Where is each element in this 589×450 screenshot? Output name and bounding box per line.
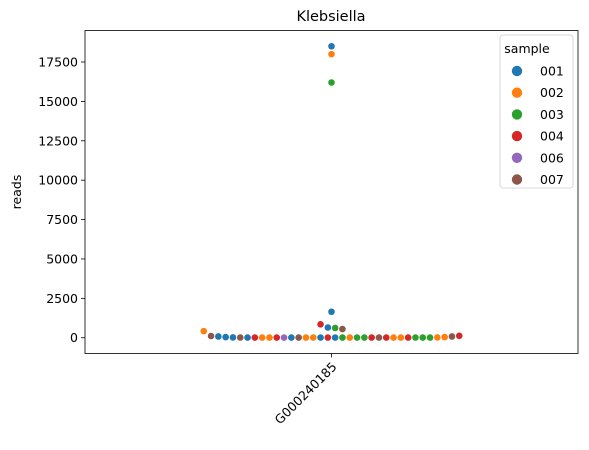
legend-entries: 001 002 003 004 006 007 [511, 64, 564, 187]
data-point-002 [302, 334, 310, 341]
data-point-002 [309, 334, 317, 341]
legend-label: 007 [540, 172, 564, 187]
data-point-002 [441, 333, 448, 341]
legend: sample 001 002 003 004 006 007 [499, 34, 574, 189]
data-point-002 [200, 327, 208, 335]
data-point-001 [244, 334, 251, 341]
data-point-001 [328, 308, 335, 316]
data-point-004 [404, 334, 412, 341]
legend-label: 001 [540, 64, 564, 79]
data-point-004 [382, 334, 390, 341]
legend-label: 006 [540, 150, 564, 165]
data-point-001 [328, 42, 335, 50]
data-point-003 [331, 324, 339, 332]
y-tick-label: 0 [70, 330, 78, 345]
data-point-001 [215, 333, 222, 340]
data-point-001 [222, 333, 229, 341]
data-point-003 [419, 334, 427, 341]
y-axis: 0 2500 5000 7500 10000 12500 15000 17500 [38, 55, 85, 345]
data-point-007 [236, 334, 244, 341]
data-point-004 [368, 334, 375, 341]
y-tick-label: 12500 [38, 133, 78, 148]
data-point-002 [390, 334, 397, 341]
legend-marker-004 [511, 130, 523, 142]
data-point-002 [397, 334, 405, 341]
data-point-007 [375, 334, 383, 341]
data-points [200, 42, 463, 341]
data-point-007 [339, 325, 346, 333]
y-tick-label: 10000 [38, 173, 78, 188]
data-point-002 [328, 50, 335, 58]
data-point-002 [266, 334, 273, 341]
data-point-004 [317, 321, 324, 328]
y-tick-label: 7500 [46, 212, 78, 227]
legend-marker-007 [511, 174, 523, 185]
data-point-001 [331, 334, 339, 341]
data-point-001 [229, 334, 237, 341]
y-tick-label: 5000 [46, 251, 78, 266]
data-point-002 [346, 334, 354, 341]
data-point-002 [434, 334, 441, 341]
y-tick-label: 15000 [38, 94, 78, 109]
x-tick-label: G000240185 [272, 359, 340, 427]
data-point-003 [426, 334, 434, 341]
data-point-003 [328, 79, 335, 86]
legend-label: 004 [540, 129, 564, 144]
data-point-006 [280, 334, 288, 341]
data-point-007 [295, 334, 302, 341]
legend-marker-003 [511, 109, 523, 120]
legend-marker-002 [511, 87, 523, 98]
legend-marker-001 [511, 65, 523, 77]
data-point-002 [258, 334, 266, 341]
data-point-004 [455, 332, 463, 340]
data-point-004 [251, 334, 259, 341]
data-point-001 [324, 324, 332, 331]
y-tick-label: 2500 [46, 291, 78, 306]
chart-title: Klebsiella [296, 9, 365, 25]
legend-marker-006 [511, 152, 523, 163]
x-axis: G000240185 [272, 353, 340, 427]
y-tick-label: 17500 [38, 55, 78, 70]
y-axis-label: reads [9, 175, 24, 210]
data-point-004 [324, 334, 332, 341]
data-point-003 [339, 334, 346, 341]
data-point-007 [207, 332, 215, 340]
data-point-003 [361, 334, 368, 341]
legend-label: 003 [540, 107, 564, 122]
legend-label: 002 [540, 85, 564, 100]
data-point-007 [448, 333, 456, 340]
data-point-003 [412, 334, 419, 341]
data-point-004 [273, 334, 281, 341]
data-point-003 [353, 334, 361, 341]
legend-title: sample [504, 41, 550, 56]
data-point-001 [288, 334, 295, 341]
data-point-001 [317, 334, 324, 341]
